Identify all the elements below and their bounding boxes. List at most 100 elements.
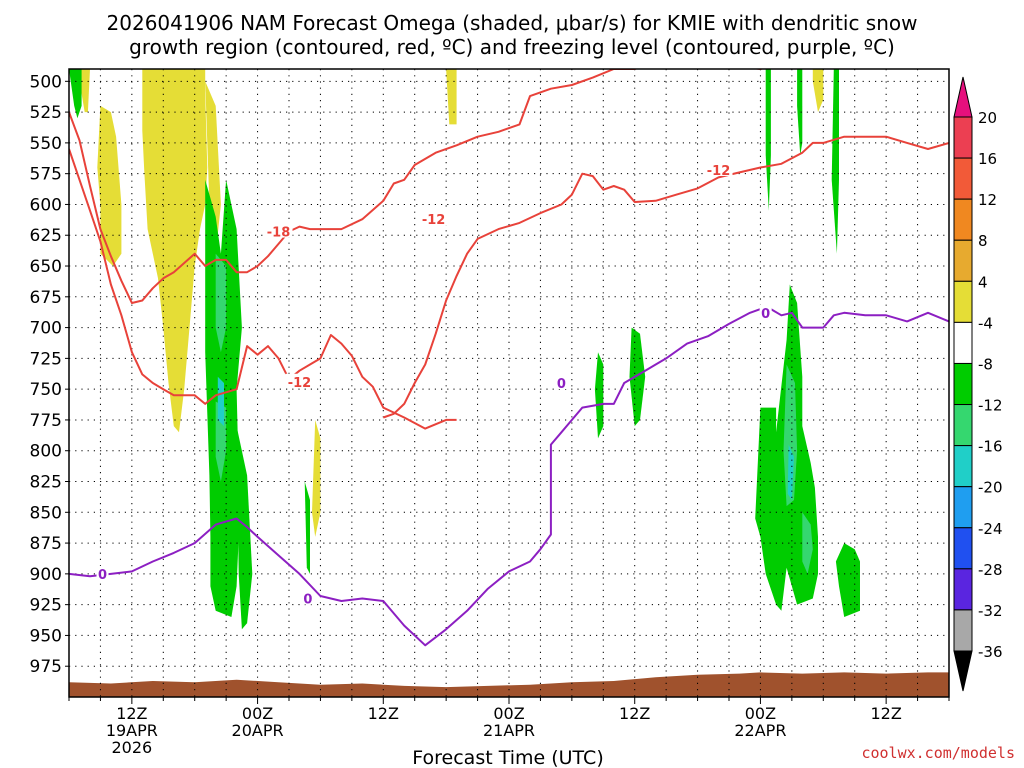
colorbar-segment-7	[953, 404, 973, 447]
omega-shading	[69, 69, 860, 630]
y-tick-500: 500	[30, 72, 62, 92]
y-axis-tick-labels: 500 525 550 575 600 625 650 675 700 725 750 775 800 8…	[30, 72, 69, 677]
contour-line-3	[69, 308, 949, 647]
colorbar-segment-1	[953, 157, 973, 200]
colorbar-label-10: -24	[978, 520, 1003, 538]
colorbar-label-5: -4	[978, 314, 993, 332]
colorbar-segment-4	[953, 280, 973, 323]
y-tick-950: 950	[30, 626, 62, 646]
contour-label-4: -12	[707, 164, 731, 179]
colorbar-label-6: -8	[978, 355, 993, 373]
colorbar-label-12: -32	[978, 602, 1003, 620]
omega-region-3-1	[787, 444, 794, 500]
contour-label-7: 0	[557, 377, 566, 392]
colorbar-label-8: -16	[978, 438, 1003, 456]
omega-region-0-0	[79, 69, 90, 113]
x-tick-5-1: 22APR	[734, 721, 786, 740]
contour-label-0: -18	[267, 226, 291, 241]
y-tick-800: 800	[30, 442, 62, 462]
colorbar-segment-10	[953, 527, 973, 570]
contour-label-2: -12	[288, 376, 312, 391]
contour-label-8: 0	[761, 307, 770, 322]
y-tick-825: 825	[30, 473, 62, 493]
colorbar-label-0: 20	[978, 109, 997, 127]
omega-region-0-4	[446, 69, 457, 125]
omega-region-0-3	[205, 81, 221, 254]
x-tick-4-0: 12Z	[619, 704, 650, 723]
colorbar-segment-0	[953, 116, 973, 159]
contour-label-6: 0	[303, 592, 312, 607]
colorbar-segment-11	[953, 568, 973, 611]
colorbar-label-1: 16	[978, 150, 997, 168]
omega-region-2-2	[783, 364, 798, 507]
x-tick-1-0: 00Z	[242, 704, 273, 723]
x-tick-0-1: 19APR	[106, 721, 158, 740]
y-tick-600: 600	[30, 195, 62, 215]
colorbar-label-9: -20	[978, 479, 1003, 497]
omega-region-1-10	[835, 543, 860, 617]
omega-region-1-2	[236, 426, 253, 630]
y-tick-725: 725	[30, 349, 62, 369]
x-tick-1-1: 20APR	[232, 721, 284, 740]
omega-region-0-2	[142, 69, 208, 433]
contour-label-3: -12	[422, 213, 446, 228]
y-tick-925: 925	[30, 596, 62, 616]
colorbar-label-3: 8	[978, 232, 988, 250]
chart-title-line1: 2026041906 NAM Forecast Omega (shaded, μ…	[107, 11, 918, 35]
x-tick-0-2: 2026	[111, 738, 152, 757]
y-tick-875: 875	[30, 534, 62, 554]
omega-region-3-0	[217, 376, 224, 427]
x-tick-6-0: 12Z	[870, 704, 901, 723]
colorbar-segment-8	[953, 445, 973, 488]
y-tick-975: 975	[30, 657, 62, 677]
y-tick-575: 575	[30, 165, 62, 185]
y-tick-625: 625	[30, 226, 62, 246]
y-tick-900: 900	[30, 565, 62, 585]
colorbar-label-13: -36	[978, 643, 1003, 661]
credit-link[interactable]: coolwx.com/models	[861, 744, 1015, 762]
colorbar-bottom-arrow	[953, 650, 973, 692]
contour-lines: -18 -18 -12 -12 -12 0 0 0 0	[69, 57, 949, 647]
chart-title-line2: growth region (contoured, red, ºC) and f…	[129, 35, 895, 59]
colorbar-segment-9	[953, 486, 973, 529]
omega-region-1-6	[765, 69, 771, 211]
y-tick-775: 775	[30, 411, 62, 431]
y-tick-850: 850	[30, 503, 62, 523]
ground-layer	[69, 672, 949, 697]
contour-label-1: -18	[612, 57, 636, 72]
omega-region-1-0	[69, 69, 82, 119]
y-tick-525: 525	[30, 103, 62, 123]
x-tick-5-0: 00Z	[745, 704, 776, 723]
colorbar-segment-5	[953, 321, 973, 364]
contour-label-5: 0	[98, 568, 107, 583]
colorbar-legend: 20 16 12 8 4 -4 -8 -12 -16 -20 -24 -28 -32 -36	[953, 76, 1003, 692]
colorbar-segment-3	[953, 239, 973, 282]
x-tick-3-0: 00Z	[493, 704, 524, 723]
omega-region-1-4	[594, 352, 604, 439]
omega-region-0-6	[812, 69, 824, 113]
contour-line-2	[382, 135, 949, 419]
y-tick-750: 750	[30, 380, 62, 400]
omega-region-1-3	[304, 481, 310, 574]
x-axis-label: Forecast Time (UTC)	[412, 747, 603, 768]
y-tick-675: 675	[30, 288, 62, 308]
x-tick-3-1: 21APR	[483, 721, 535, 740]
x-tick-0-0: 12Z	[116, 704, 147, 723]
omega-region-0-5	[312, 419, 321, 537]
colorbar-segment-13	[953, 609, 973, 652]
colorbar-label-4: 4	[978, 273, 988, 291]
contour-line-1	[69, 148, 457, 430]
y-tick-550: 550	[30, 134, 62, 154]
y-tick-700: 700	[30, 319, 62, 339]
x-tick-2-0: 12Z	[368, 704, 399, 723]
omega-region-1-7	[797, 69, 803, 156]
y-tick-650: 650	[30, 257, 62, 277]
omega-region-0-1	[97, 105, 122, 267]
colorbar-segment-6	[953, 362, 973, 406]
colorbar-segment-2	[953, 198, 973, 241]
colorbar-label-2: 12	[978, 191, 997, 209]
colorbar-top-arrow	[953, 76, 973, 118]
colorbar-label-11: -28	[978, 561, 1003, 579]
